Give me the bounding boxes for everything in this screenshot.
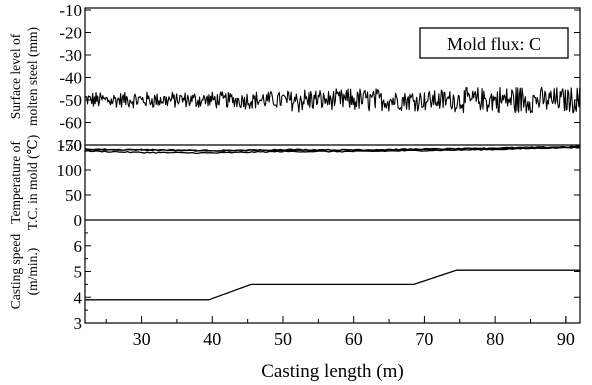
y-tick-label-level: -20 [59,24,82,43]
series-line-temp-2 [84,145,581,152]
series-line-level-0 [84,86,581,114]
y-axis-label-temp: Temperature of [8,141,23,224]
y-tick-label-speed: 4 [74,288,83,307]
y-axis-label-speed: (m/min.) [25,248,40,296]
y-tick-label-level: -40 [59,69,82,88]
y-axis-label-speed: Casting speed [8,234,23,310]
y-axis-label-level: Surface level of [8,33,23,119]
y-tick-label-level: -50 [59,91,82,110]
legend-frame [419,27,569,59]
y-tick-label-temp: 100 [57,161,83,180]
y-tick-label-level: -10 [59,1,82,20]
y-tick-label-level: -70 [59,136,82,155]
legend-box: Mold flux: C [419,27,569,59]
y-axis-label-temp: T.C. in mold (℃) [25,135,40,230]
x-tick-label: 70 [415,329,433,349]
x-tick-label: 50 [274,329,292,349]
series-line-temp-1 [84,146,581,155]
x-axis-label: Casting length (m) [261,361,403,382]
y-tick-label-temp: 50 [65,186,82,205]
y-tick-label-temp: 0 [74,211,83,230]
y-tick-label-level: -60 [59,114,82,133]
x-tick-label: 60 [345,329,363,349]
y-tick-label-temp: 150 [57,136,83,155]
plot-frame [84,7,581,324]
legend-text: Mold flux: C [447,34,541,54]
x-tick-label: 80 [486,329,504,349]
x-tick-label: 30 [133,329,151,349]
y-tick-label-speed: 6 [74,237,83,256]
series-line-speed-0 [85,269,580,301]
y-tick-label-level: -30 [59,46,82,65]
x-tick-label: 40 [203,329,221,349]
y-tick-label-speed: 3 [74,314,83,333]
y-tick-label-speed: 5 [74,263,83,282]
y-axis-label-level: molten steel (mm) [25,27,40,126]
x-tick-label: 90 [557,329,575,349]
